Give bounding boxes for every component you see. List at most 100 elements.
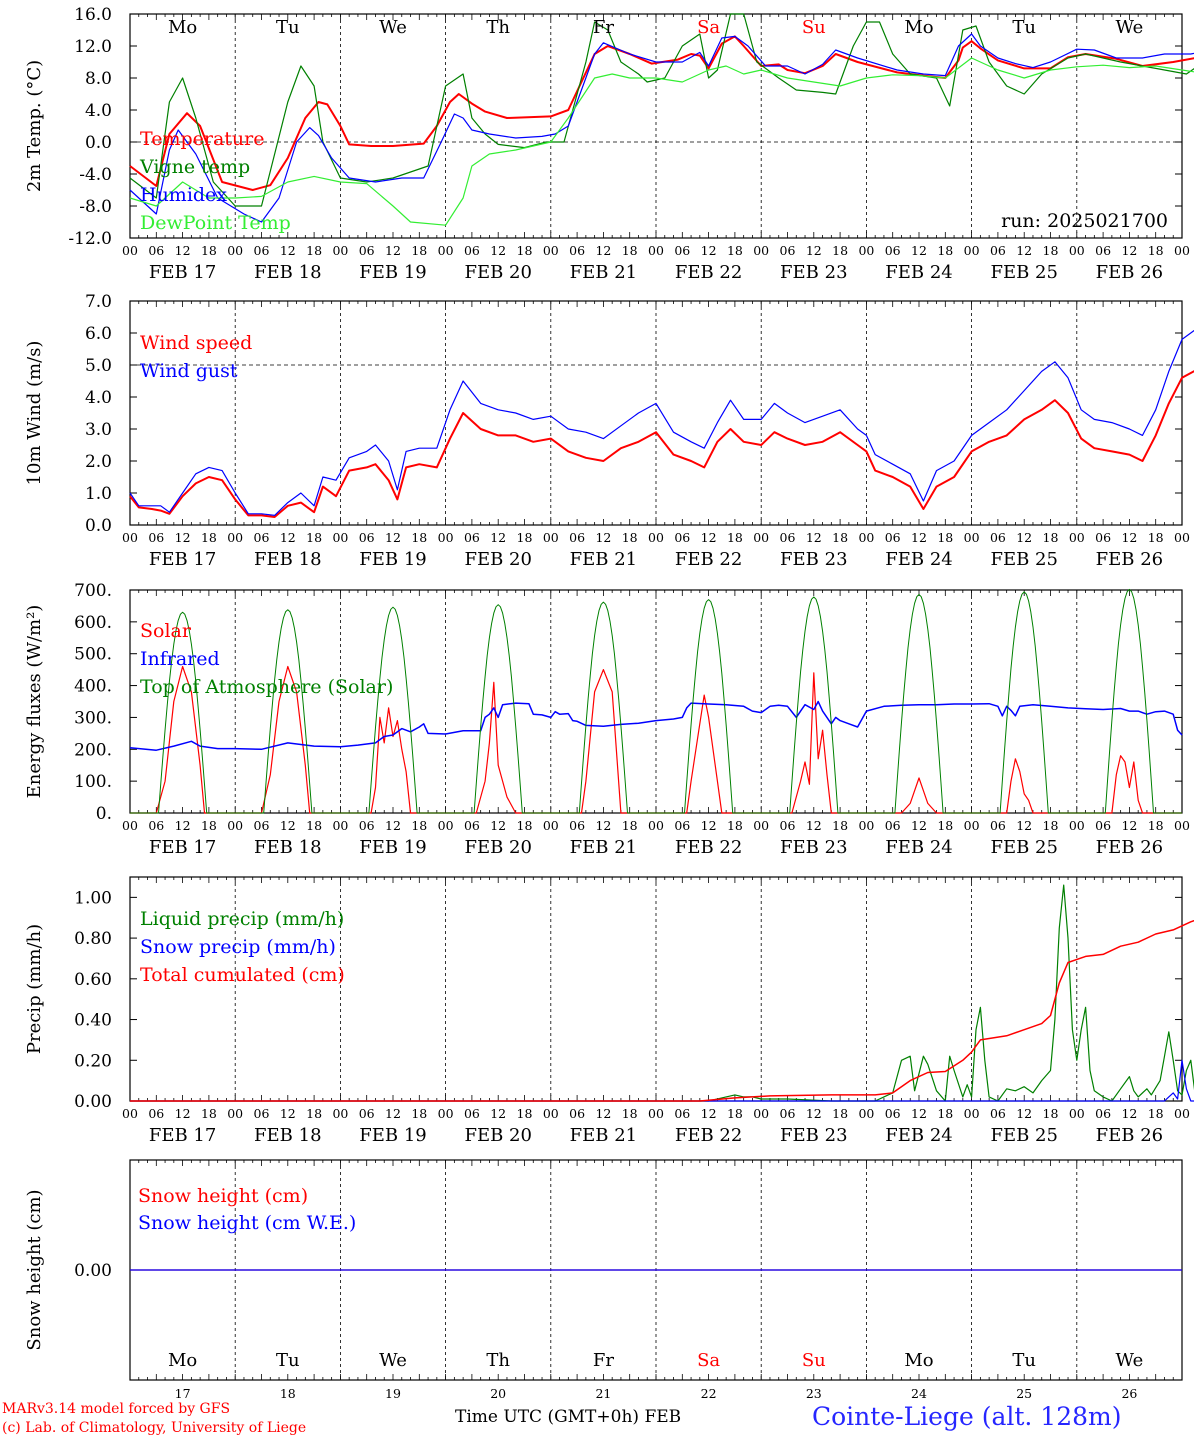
hour-tick-label: 06 <box>1095 818 1111 833</box>
weekday-label: We <box>379 1350 407 1371</box>
y-tick-label: 3.0 <box>85 420 112 440</box>
date-label: FEB 23 <box>780 837 847 858</box>
hour-tick-label: 18 <box>1148 818 1164 833</box>
hour-tick-label: 18 <box>306 1106 322 1121</box>
date-label: FEB 18 <box>254 262 321 283</box>
date-label: FEB 17 <box>149 262 216 283</box>
y-tick-label: 7.0 <box>85 292 112 312</box>
hour-tick-label: 00 <box>1174 1106 1190 1121</box>
hour-tick-label: 18 <box>937 243 953 258</box>
hour-tick-label: 00 <box>1069 818 1085 833</box>
hour-tick-label: 06 <box>569 1106 585 1121</box>
hour-tick-label: 18 <box>622 818 638 833</box>
hour-tick-label: 00 <box>964 1106 980 1121</box>
hour-tick-label: 00 <box>858 530 874 545</box>
temperature-panel <box>129 13 1194 239</box>
hour-tick-label: 18 <box>622 243 638 258</box>
day-number-label: 17 <box>175 1386 191 1401</box>
weekday-label: Mo <box>904 1350 933 1371</box>
day-number-label: 19 <box>385 1386 401 1401</box>
hour-tick-label: 12 <box>701 530 717 545</box>
day-number-label: 26 <box>1121 1386 1137 1401</box>
hour-tick-label: 06 <box>254 818 270 833</box>
hour-tick-label: 00 <box>332 818 348 833</box>
y-tick-label: 600. <box>74 613 112 633</box>
hour-tick-label: 06 <box>569 818 585 833</box>
hour-tick-label: 00 <box>227 1106 243 1121</box>
hour-tick-label: 12 <box>175 530 191 545</box>
hour-tick-label: 06 <box>148 818 164 833</box>
hour-tick-label: 12 <box>385 1106 401 1121</box>
legend-entry: Humidex <box>140 184 227 206</box>
legend-entry: Snow precip (mm/h) <box>140 936 336 958</box>
hour-tick-label: 18 <box>937 1106 953 1121</box>
legend-entry: Vigne temp <box>139 156 250 178</box>
hour-tick-label: 00 <box>438 1106 454 1121</box>
y-tick-label: 0.80 <box>74 929 112 949</box>
hour-tick-label: 06 <box>885 1106 901 1121</box>
y-tick-label: 0.40 <box>74 1011 112 1031</box>
wind-series-wind-gust <box>129 329 1194 516</box>
date-label: FEB 19 <box>359 549 426 570</box>
day-number-label: 21 <box>595 1386 611 1401</box>
hour-tick-label: 12 <box>1121 1106 1137 1121</box>
hour-tick-label: 12 <box>806 243 822 258</box>
legend-entry: Total cumulated (cm) <box>140 964 345 986</box>
weekday-label: We <box>1116 1350 1144 1371</box>
fluxes-y-axis-label: Energy fluxes (W/m²) <box>24 605 45 799</box>
hour-tick-label: 12 <box>911 243 927 258</box>
hour-tick-label: 00 <box>753 243 769 258</box>
date-label: FEB 25 <box>990 262 1057 283</box>
date-label: FEB 23 <box>780 1125 847 1146</box>
hour-tick-label: 12 <box>1016 1106 1032 1121</box>
hour-tick-label: 18 <box>727 1106 743 1121</box>
precip-series-liquid-precip-mm-h <box>130 884 1194 1102</box>
date-label: FEB 21 <box>570 1125 637 1146</box>
hour-tick-label: 00 <box>543 1106 559 1121</box>
hour-tick-label: 18 <box>622 530 638 545</box>
model-credit: MARv3.14 model forced by GFS <box>2 1401 231 1417</box>
hour-tick-label: 18 <box>411 530 427 545</box>
hour-tick-label: 18 <box>1043 530 1059 545</box>
y-tick-label: -8.0 <box>79 197 112 217</box>
hour-tick-label: 18 <box>622 1106 638 1121</box>
y-tick-label: 0.60 <box>74 970 112 990</box>
hour-tick-label: 06 <box>885 818 901 833</box>
hour-tick-label: 18 <box>937 818 953 833</box>
y-tick-label: 0. <box>96 804 112 824</box>
temperature-series-humidex <box>129 33 1194 223</box>
day-number-label: 22 <box>701 1386 717 1401</box>
date-label: FEB 22 <box>675 549 742 570</box>
hour-tick-label: 12 <box>1121 818 1137 833</box>
legend-entry: Liquid precip (mm/h) <box>140 908 344 930</box>
hour-tick-label: 06 <box>990 243 1006 258</box>
y-tick-label: -4.0 <box>79 165 112 185</box>
hour-tick-label: 00 <box>1069 1106 1085 1121</box>
y-tick-label: -12.0 <box>68 229 112 249</box>
date-label: FEB 24 <box>885 549 952 570</box>
date-label: FEB 22 <box>675 262 742 283</box>
hour-tick-label: 12 <box>490 530 506 545</box>
hour-tick-label: 00 <box>332 530 348 545</box>
hour-tick-label: 06 <box>254 1106 270 1121</box>
weekday-label: Su <box>802 17 826 38</box>
y-tick-label: 5.0 <box>85 356 112 376</box>
hour-tick-label: 00 <box>543 818 559 833</box>
legend-entry: Wind gust <box>140 360 238 382</box>
day-number-label: 18 <box>280 1386 296 1401</box>
date-label: FEB 18 <box>254 837 321 858</box>
y-tick-label: 12.0 <box>74 37 112 57</box>
hour-tick-label: 12 <box>175 818 191 833</box>
hour-tick-label: 06 <box>674 1106 690 1121</box>
hour-tick-label: 00 <box>438 530 454 545</box>
hour-tick-label: 12 <box>280 1106 296 1121</box>
date-label: FEB 24 <box>885 1125 952 1146</box>
hour-tick-label: 12 <box>701 243 717 258</box>
hour-tick-label: 12 <box>280 530 296 545</box>
hour-tick-label: 00 <box>227 530 243 545</box>
hour-tick-label: 00 <box>648 530 664 545</box>
date-label: FEB 24 <box>885 262 952 283</box>
hour-tick-label: 12 <box>490 243 506 258</box>
hour-tick-label: 06 <box>464 818 480 833</box>
